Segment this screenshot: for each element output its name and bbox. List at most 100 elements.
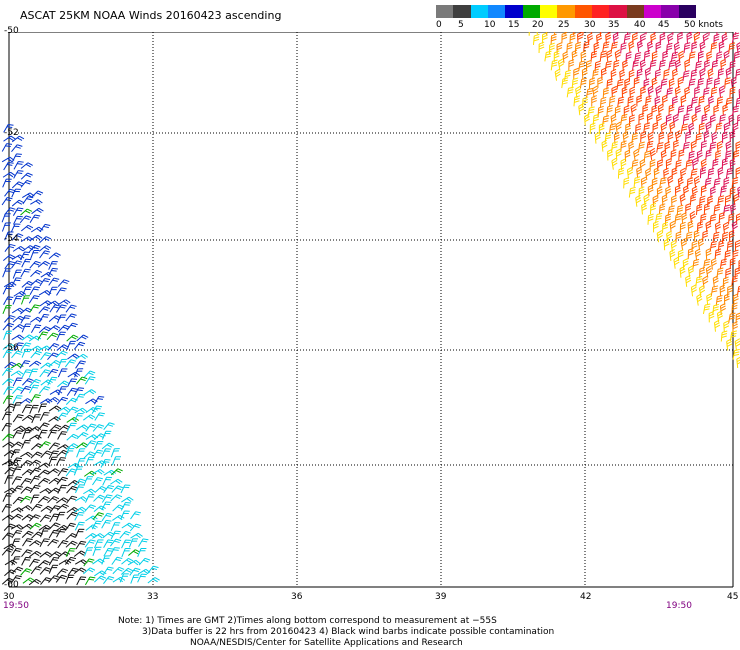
wind-barb bbox=[21, 369, 32, 378]
wind-barb bbox=[37, 260, 50, 268]
wind-barb bbox=[672, 95, 678, 108]
wind-barb bbox=[732, 249, 739, 261]
wind-barb bbox=[3, 161, 14, 171]
wind-barb bbox=[633, 176, 641, 188]
wind-barb bbox=[660, 78, 668, 90]
wind-barb bbox=[734, 338, 740, 351]
wind-barb bbox=[615, 121, 622, 134]
wind-barb bbox=[40, 528, 49, 538]
wind-barb bbox=[578, 103, 585, 116]
wind-barb bbox=[676, 204, 684, 216]
wind-barb bbox=[628, 69, 635, 81]
wind-barb bbox=[668, 104, 675, 116]
wind-barb bbox=[528, 32, 535, 36]
wind-barb bbox=[74, 407, 88, 414]
wind-barb bbox=[705, 247, 712, 260]
wind-barb bbox=[687, 247, 694, 260]
wind-barb bbox=[66, 340, 76, 350]
wind-barb bbox=[602, 87, 610, 99]
wind-barb bbox=[606, 49, 613, 62]
wind-barb bbox=[85, 524, 98, 531]
wind-barb bbox=[4, 188, 16, 197]
wind-barb bbox=[587, 106, 595, 118]
wind-barb bbox=[10, 524, 24, 530]
wind-barb bbox=[698, 284, 706, 297]
wind-barb bbox=[47, 342, 60, 351]
wind-barb bbox=[4, 559, 18, 566]
lon-label-36: 36 bbox=[291, 592, 303, 602]
wind-barb bbox=[3, 124, 14, 133]
wind-barb bbox=[21, 323, 32, 333]
wind-barb bbox=[75, 376, 88, 385]
wind-barb bbox=[728, 42, 736, 54]
wind-barb bbox=[138, 557, 151, 566]
wind-barb bbox=[110, 448, 120, 458]
wind-barb bbox=[620, 140, 627, 152]
wind-barb bbox=[688, 122, 695, 135]
wind-barb bbox=[67, 567, 79, 576]
wind-barb bbox=[10, 370, 24, 377]
wind-barb bbox=[38, 386, 51, 394]
lat-label-52: -52 bbox=[4, 128, 19, 138]
wind-barb bbox=[83, 547, 93, 557]
scale-label-8: 40 bbox=[634, 20, 646, 30]
wind-barb bbox=[1, 503, 13, 513]
wind-barb bbox=[702, 275, 709, 288]
wind-barb bbox=[20, 179, 33, 188]
wind-barb bbox=[729, 330, 737, 342]
wind-barb bbox=[94, 575, 107, 583]
wind-barb bbox=[46, 396, 60, 403]
wind-barb bbox=[732, 348, 740, 360]
wind-barb bbox=[556, 42, 563, 54]
wind-barb bbox=[592, 85, 599, 98]
wind-barb bbox=[657, 159, 663, 171]
wind-barb bbox=[30, 350, 42, 359]
wind-barb bbox=[628, 186, 636, 198]
wind-barb bbox=[64, 522, 76, 531]
wind-barb bbox=[649, 159, 656, 171]
wind-barb bbox=[21, 414, 35, 422]
wind-barb bbox=[20, 295, 30, 305]
wind-barb bbox=[91, 520, 102, 530]
wind-barb bbox=[56, 511, 66, 521]
wind-barb bbox=[29, 475, 41, 484]
wind-barb bbox=[620, 42, 627, 54]
wind-barb bbox=[726, 338, 733, 351]
wind-barb bbox=[706, 77, 713, 89]
wind-barb bbox=[93, 395, 105, 405]
wind-barb bbox=[532, 33, 540, 45]
wind-barb bbox=[729, 86, 736, 98]
wind-barb bbox=[2, 493, 13, 502]
wind-barb bbox=[619, 69, 626, 81]
wind-barb bbox=[674, 213, 682, 225]
wind-barb bbox=[11, 566, 24, 574]
wind-barb bbox=[101, 442, 114, 450]
lon-label-45: 45 bbox=[727, 592, 739, 602]
wind-barb bbox=[583, 41, 590, 53]
wind-barb bbox=[31, 414, 41, 424]
wind-barb bbox=[22, 429, 32, 440]
wind-barb bbox=[12, 377, 23, 387]
lat-label-56: -56 bbox=[4, 343, 19, 353]
wind-barb bbox=[76, 424, 89, 431]
wind-barb bbox=[1, 213, 11, 223]
wind-barb bbox=[580, 50, 587, 63]
wind-barb bbox=[57, 380, 70, 388]
wind-barb bbox=[66, 417, 79, 423]
wind-barb bbox=[76, 334, 89, 342]
wind-barb bbox=[56, 314, 67, 324]
scale-swatch-13 bbox=[661, 5, 679, 18]
wind-barb bbox=[737, 185, 740, 198]
wind-barb bbox=[37, 496, 50, 504]
wind-barb bbox=[119, 530, 131, 539]
wind-barb bbox=[39, 514, 52, 523]
wind-barb bbox=[101, 501, 112, 511]
scale-swatch-1 bbox=[453, 5, 471, 18]
wind-barb bbox=[110, 530, 121, 540]
wind-barb bbox=[691, 113, 698, 126]
wind-barb bbox=[2, 305, 12, 315]
wind-barb bbox=[2, 268, 12, 278]
wind-barb bbox=[38, 245, 52, 252]
wind-barb bbox=[628, 114, 635, 126]
wind-barb bbox=[128, 549, 141, 556]
